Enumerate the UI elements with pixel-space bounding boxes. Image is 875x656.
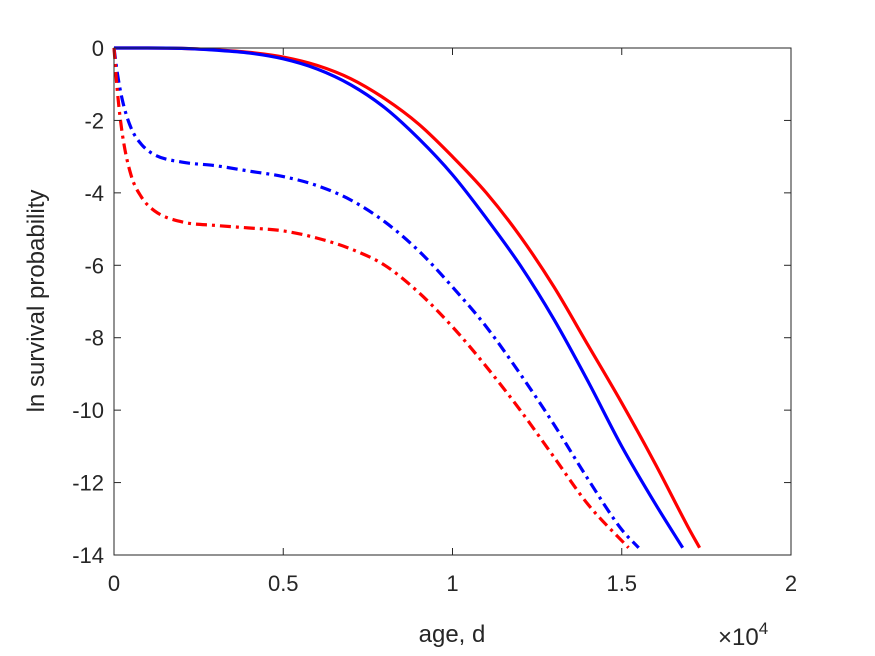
x-exponent-label: ×104	[718, 619, 768, 651]
y-tick-label: -2	[84, 108, 104, 133]
x-tick-label: 1.5	[606, 571, 637, 596]
series-layer	[112, 46, 702, 549]
y-axis-label: ln survival probability	[23, 190, 50, 413]
x-tick-label: 0	[108, 571, 120, 596]
y-tick-label: 0	[92, 36, 104, 61]
x-tick-label: 2	[785, 571, 797, 596]
y-tick-label: -14	[72, 543, 104, 568]
x-exponent-power: 4	[759, 619, 768, 638]
x-tick-label: 0.5	[268, 571, 299, 596]
series-line-2	[113, 46, 685, 549]
y-tick-label: -6	[84, 253, 104, 278]
plot-background	[114, 48, 791, 555]
series-line-3	[112, 47, 640, 549]
series-line-4	[112, 47, 630, 549]
y-tick-label: -12	[72, 471, 104, 496]
y-tick-label: -10	[72, 398, 104, 423]
y-tick-label: -8	[84, 326, 104, 351]
y-tick-label: -4	[84, 181, 104, 206]
tick-layer: 0 0.5 1 1.5 2 0 -2 -4 -6 -8 -10 -12 -14	[72, 36, 797, 596]
x-tick-label: 1	[446, 571, 458, 596]
x-exponent-base: ×10	[718, 624, 759, 651]
x-axis-label: age, d	[419, 621, 486, 648]
